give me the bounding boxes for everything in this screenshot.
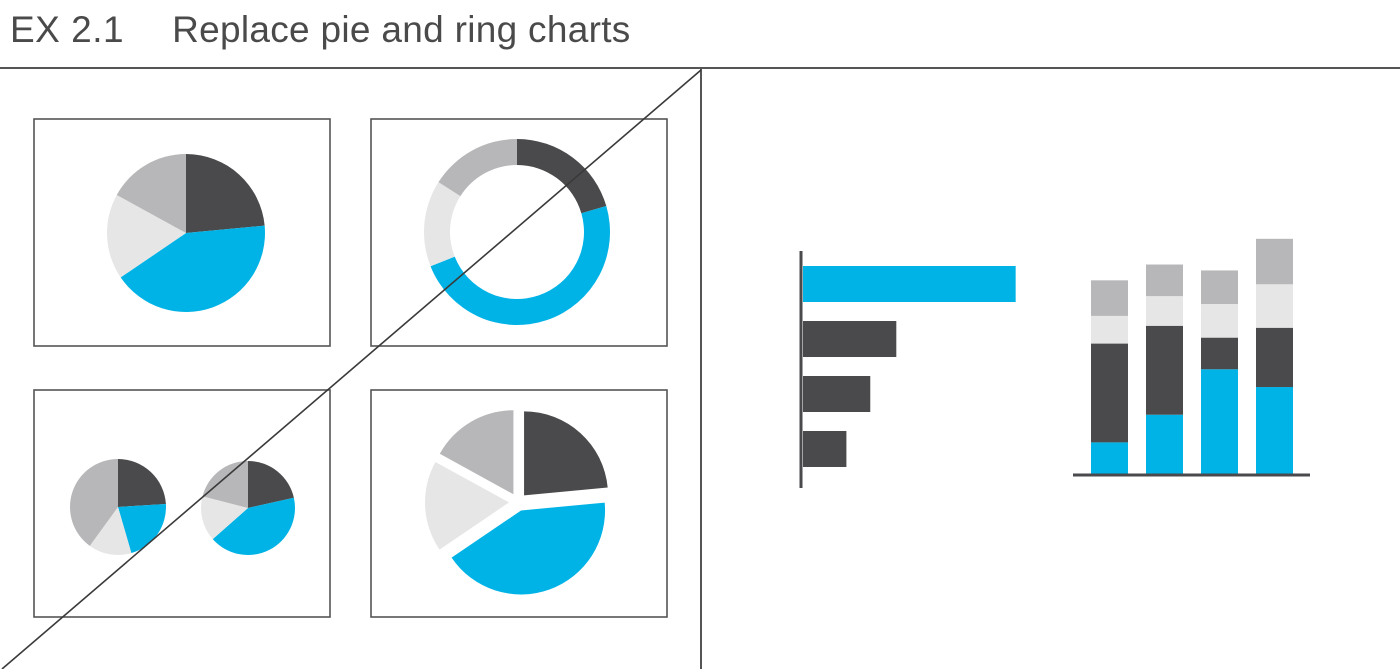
small-pie-a-slice-blue: [118, 503, 166, 554]
exhibit-code: EX 2.1: [10, 9, 125, 50]
exploded-pie-slice-dark: [524, 411, 608, 496]
page-title: EX 2.1 Replace pie and ring charts: [10, 4, 631, 56]
stacked-segment-blue: [1091, 442, 1128, 474]
ring-segment-light-gray: [423, 182, 461, 267]
left-panel-bad-examples: [33, 118, 668, 618]
stacked-segment-dark: [1091, 343, 1128, 443]
ring-segment-mid-gray: [438, 139, 517, 197]
exploded-pie-slice-blue: [451, 502, 606, 595]
stacked-segment-dark: [1201, 337, 1238, 370]
exhibit-title: Replace pie and ring charts: [172, 9, 631, 50]
pie-slice-light-gray: [107, 194, 186, 278]
example-box-pie: [33, 118, 331, 347]
small-pie-a-slice-dark: [118, 459, 166, 507]
stacked-segment-blue: [1146, 414, 1183, 474]
example-box-ring: [370, 118, 668, 347]
stacked-segment-dark: [1256, 327, 1293, 388]
stacked-segment-mid-gray: [1146, 264, 1183, 297]
stacked-segment-mid-gray: [1256, 238, 1293, 285]
small-pie-b-slice-blue: [212, 497, 296, 556]
panel-frame: [0, 67, 1400, 669]
pie-slice-blue: [120, 225, 265, 312]
small-pie-b-slice-dark: [248, 461, 294, 508]
small-pie-a-slice-light-gray: [89, 507, 132, 556]
stacked-segment-blue: [1256, 387, 1293, 474]
stacked-segment-dark: [1146, 325, 1183, 415]
cross-out-diagonal: [1, 69, 702, 669]
stacked-segment-light-gray: [1256, 284, 1293, 328]
exploded-pie-slice-mid-gray: [439, 410, 514, 495]
horizontal-bar: [803, 266, 1016, 302]
cross-out-line: [1, 69, 702, 669]
pie-slice-mid-gray: [116, 154, 186, 233]
right-panel-good-examples: [799, 238, 1310, 488]
stacked-segment-light-gray: [1201, 304, 1238, 338]
horizontal-bar: [803, 431, 847, 467]
stacked-segment-blue: [1201, 369, 1238, 474]
horizontal-bar: [803, 376, 871, 412]
exploded-pie-slice-light-gray: [425, 461, 510, 550]
small-pie-b-slice-light-gray: [201, 496, 248, 540]
small-pie-b-slice-mid-gray: [202, 461, 248, 508]
pie-slice-dark: [186, 154, 265, 233]
horizontal-bar: [803, 321, 897, 357]
example-box-exploded-pie: [370, 389, 668, 618]
ring-segment-dark: [517, 139, 607, 214]
ring-segment-blue: [430, 206, 610, 325]
example-box-two-pies: [33, 389, 331, 618]
stacked-segment-mid-gray: [1091, 280, 1128, 316]
stacked-segment-mid-gray: [1201, 270, 1238, 305]
small-pie-a-slice-mid-gray: [70, 459, 118, 546]
stacked-segment-light-gray: [1146, 296, 1183, 326]
stacked-segment-light-gray: [1091, 315, 1128, 344]
